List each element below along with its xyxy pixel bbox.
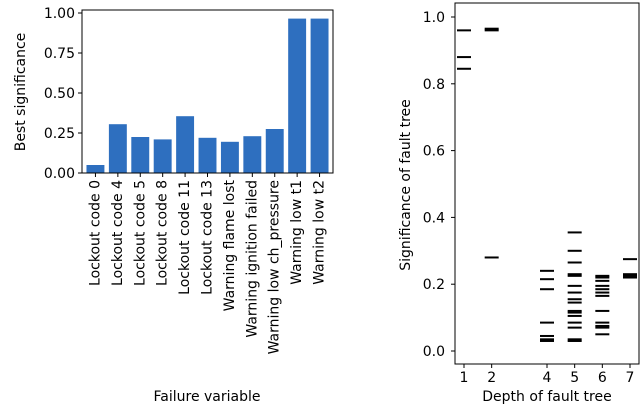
bar-series [86, 18, 329, 173]
depth-x-tick-label: 6 [598, 370, 607, 386]
depth-series [457, 27, 637, 342]
bar-x-tick-label: Warning low ch_pressure [267, 180, 283, 354]
bar-y-tick-label: 1.00 [44, 6, 75, 22]
depth-y-tick-label: 1.0 [423, 10, 445, 26]
depth-y-tick-label: 0.4 [423, 210, 445, 226]
depth-chart: 0.0 0.2 0.4 0.6 0.8 1.0 1 2 4 5 6 7 Depth of fault… [398, 2, 640, 405]
depth-y-axis: 0.0 0.2 0.4 0.6 0.8 1.0 [423, 10, 455, 360]
bar-y-axis-label: Best significance [13, 33, 29, 152]
bar-x-tick-label: Warning ignition failed [244, 180, 260, 338]
bar-x-tick-label: Lockout code 4 [110, 180, 126, 286]
bar-x-tick-label: Warning low t2 [312, 180, 328, 285]
bar [220, 141, 239, 173]
depth-y-axis-label: Significance of fault tree [398, 99, 414, 270]
bar [243, 136, 262, 173]
bar-x-tick-label: Lockout code 5 [132, 180, 148, 286]
depth-y-tick-label: 0.0 [423, 344, 445, 360]
depth-x-tick-label: 7 [626, 370, 635, 386]
depth-x-tick-label: 1 [460, 370, 469, 386]
bar-x-tick-label: Warning low t1 [289, 180, 305, 285]
bar [153, 139, 172, 173]
bar-y-tick-label: 0.00 [44, 166, 75, 182]
bar-x-tick-label: Lockout code 11 [177, 180, 193, 295]
depth-x-tick-label: 5 [570, 370, 579, 386]
bar [176, 116, 195, 173]
bar [86, 165, 105, 173]
bar [108, 124, 127, 173]
bar [310, 18, 329, 173]
depth-x-axis: 1 2 4 5 6 7 [460, 364, 635, 386]
depth-plot-frame [454, 2, 640, 365]
bar [131, 137, 150, 173]
bar-x-axis-label: Failure variable [154, 389, 261, 405]
depth-x-tick-label: 2 [487, 370, 496, 386]
bar [265, 129, 284, 173]
bar-y-axis: 0.00 0.25 0.50 0.75 1.00 [44, 6, 82, 182]
bar-y-tick-label: 0.25 [44, 126, 75, 142]
bar-x-axis: Lockout code 0 Lockout code 4 Lockout code… [87, 173, 328, 354]
bar-x-tick-label: Lockout code 0 [87, 180, 103, 286]
depth-y-tick-label: 0.8 [423, 77, 445, 93]
depth-x-tick-label: 4 [543, 370, 552, 386]
bar-y-tick-label: 0.75 [44, 46, 75, 62]
depth-y-tick-label: 0.2 [423, 277, 445, 293]
depth-y-tick-label: 0.6 [423, 144, 445, 160]
depth-x-axis-label: Depth of fault tree [482, 389, 611, 405]
bar-x-tick-label: Warning flame lost [222, 180, 238, 312]
bar-y-tick-label: 0.50 [44, 86, 75, 102]
bar [198, 137, 217, 173]
bar-chart: 0.000.250.500.751.00 Lockout code 0 Locko… [13, 6, 334, 405]
bar-x-tick-label: Lockout code 13 [200, 180, 216, 295]
bar-x-tick-label: Lockout code 8 [155, 180, 171, 286]
bar [288, 18, 307, 173]
